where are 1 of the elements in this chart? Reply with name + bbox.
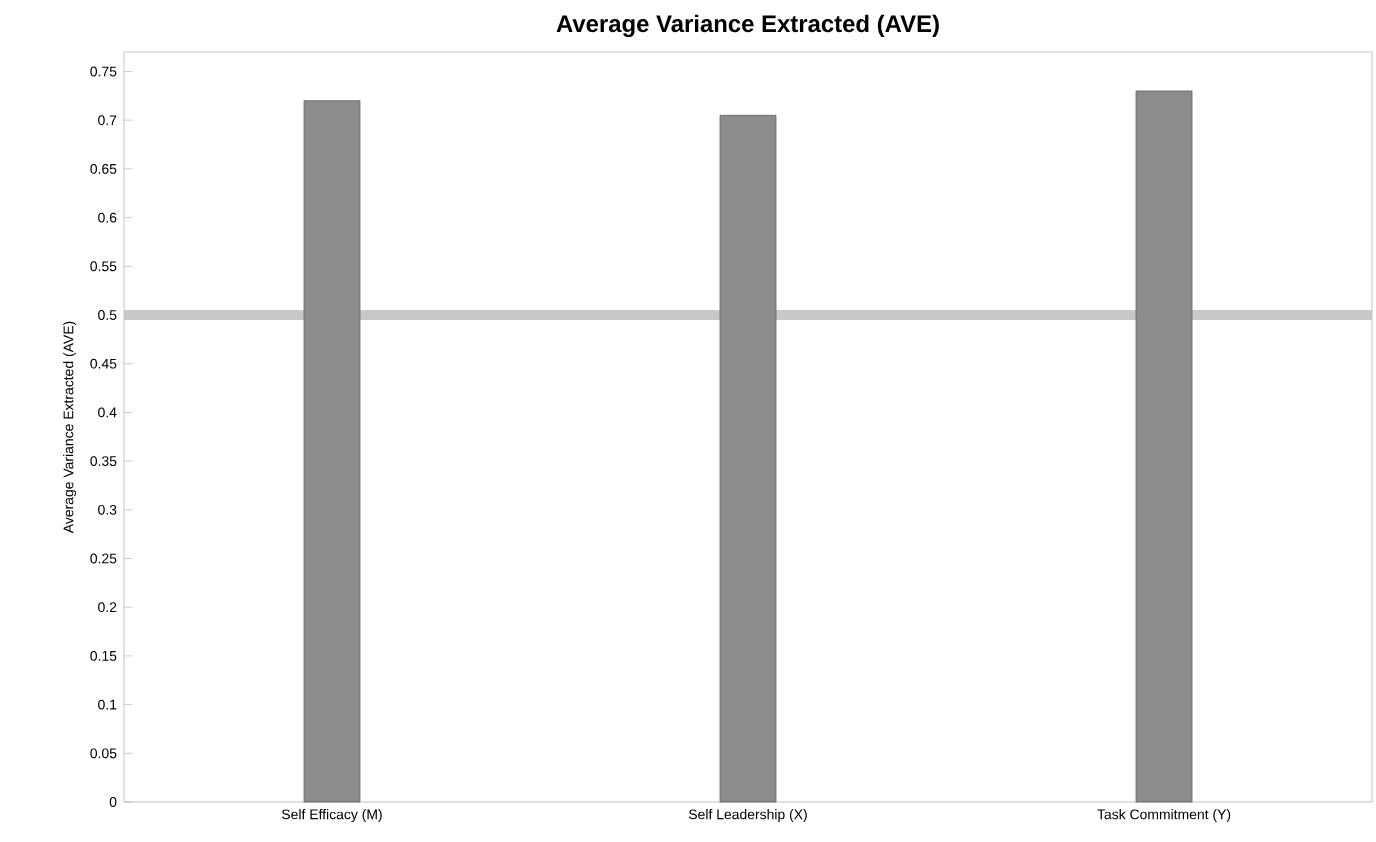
chart-title: Average Variance Extracted (AVE) [556,14,939,37]
